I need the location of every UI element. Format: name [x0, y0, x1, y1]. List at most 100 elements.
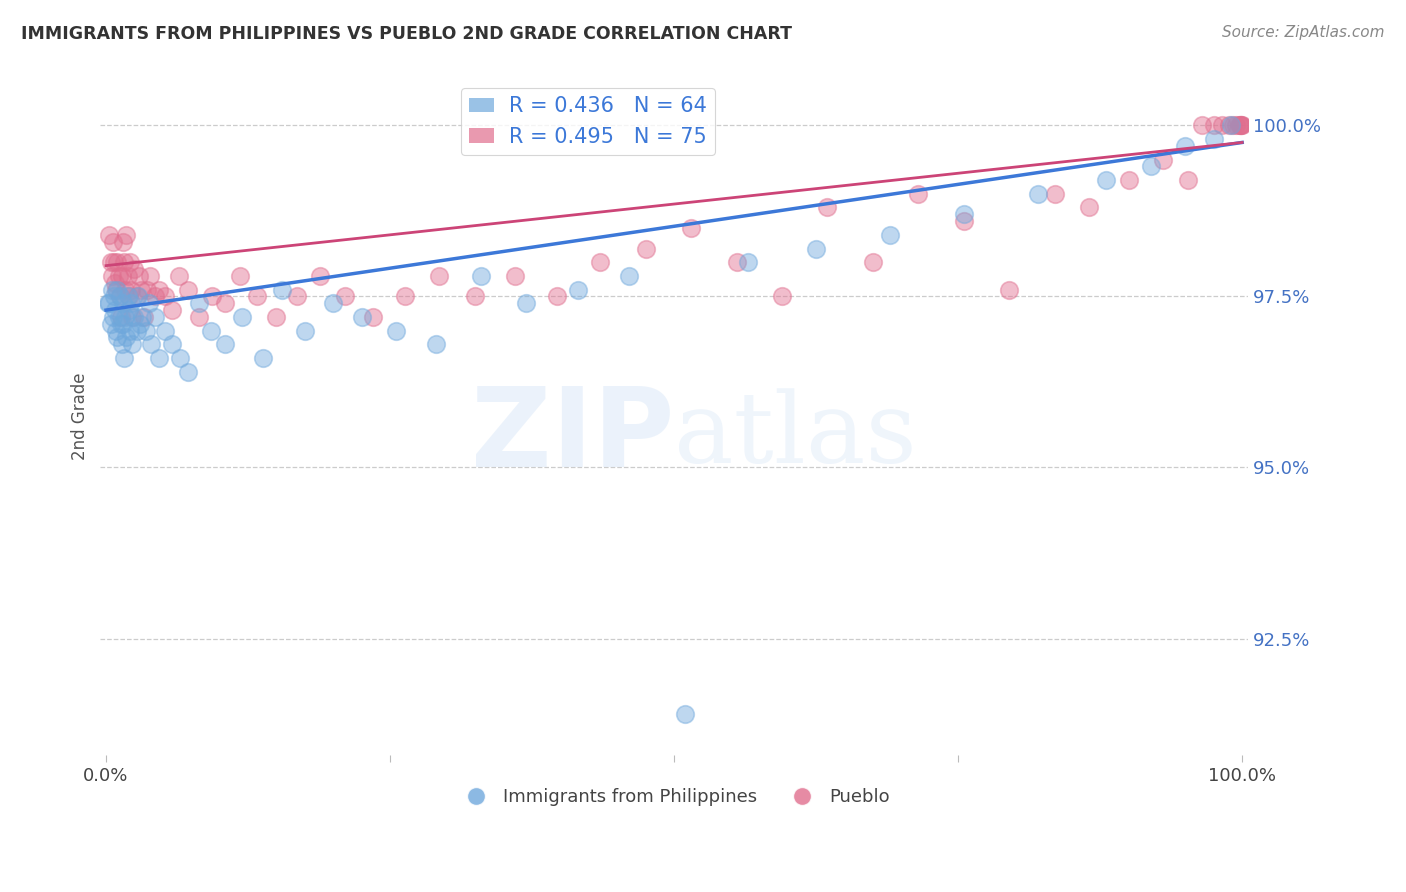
Point [117, 268, 139, 283]
Point [103, 255, 125, 269]
Point [1026, 186, 1049, 201]
Point [104, 276, 127, 290]
Point [1218, 119, 1240, 133]
Legend: Immigrants from Philippines, Pueblo: Immigrants from Philippines, Pueblo [451, 781, 897, 814]
Point [98, 296, 121, 310]
Point [675, 706, 697, 721]
Point [350, 310, 373, 324]
Point [1118, 173, 1140, 187]
Point [1174, 139, 1197, 153]
Point [1230, 119, 1253, 133]
Point [108, 289, 131, 303]
Point [169, 351, 191, 365]
Point [107, 310, 129, 324]
Y-axis label: 2nd Grade: 2nd Grade [72, 373, 89, 460]
Point [266, 310, 288, 324]
Point [177, 283, 200, 297]
Point [128, 268, 150, 283]
Point [1077, 201, 1099, 215]
Point [737, 255, 759, 269]
Point [503, 268, 526, 283]
Point [120, 283, 142, 297]
Point [1140, 160, 1163, 174]
Point [470, 268, 492, 283]
Point [725, 255, 748, 269]
Point [167, 268, 190, 283]
Point [427, 268, 450, 283]
Point [124, 262, 146, 277]
Point [271, 283, 294, 297]
Point [138, 296, 160, 310]
Point [214, 296, 236, 310]
Point [121, 337, 143, 351]
Point [143, 289, 166, 303]
Point [188, 296, 211, 310]
Point [124, 310, 146, 324]
Point [384, 324, 406, 338]
Point [998, 283, 1021, 297]
Point [952, 214, 974, 228]
Point [105, 255, 128, 269]
Point [1202, 132, 1225, 146]
Point [115, 330, 138, 344]
Point [1229, 119, 1251, 133]
Point [127, 289, 149, 303]
Point [139, 268, 162, 283]
Point [804, 242, 827, 256]
Point [252, 351, 274, 365]
Point [201, 289, 224, 303]
Point [129, 317, 152, 331]
Point [131, 310, 153, 324]
Point [129, 283, 152, 297]
Point [141, 337, 163, 351]
Point [681, 221, 703, 235]
Point [114, 310, 136, 324]
Text: IMMIGRANTS FROM PHILIPPINES VS PUEBLO 2ND GRADE CORRELATION CHART: IMMIGRANTS FROM PHILIPPINES VS PUEBLO 2N… [21, 25, 792, 43]
Point [214, 337, 236, 351]
Point [121, 310, 143, 324]
Point [112, 235, 135, 249]
Point [111, 337, 134, 351]
Point [112, 255, 135, 269]
Point [200, 324, 222, 338]
Point [333, 289, 356, 303]
Point [118, 289, 141, 303]
Point [879, 227, 901, 242]
Point [589, 255, 612, 269]
Point [110, 310, 132, 324]
Point [143, 310, 166, 324]
Point [105, 330, 128, 344]
Point [101, 235, 124, 249]
Point [634, 242, 657, 256]
Point [567, 283, 589, 297]
Point [103, 289, 125, 303]
Point [125, 289, 148, 303]
Text: atlas: atlas [673, 389, 917, 484]
Point [112, 351, 135, 365]
Point [1230, 119, 1253, 133]
Point [425, 337, 447, 351]
Point [231, 310, 253, 324]
Point [110, 317, 132, 331]
Point [107, 268, 129, 283]
Point [118, 324, 141, 338]
Point [100, 283, 122, 297]
Point [294, 324, 316, 338]
Point [112, 296, 135, 310]
Point [98, 227, 121, 242]
Point [135, 324, 157, 338]
Point [770, 289, 793, 303]
Point [1222, 119, 1244, 133]
Point [546, 289, 568, 303]
Point [1202, 119, 1225, 133]
Point [115, 227, 138, 242]
Point [105, 324, 128, 338]
Point [515, 296, 537, 310]
Point [125, 324, 148, 338]
Point [148, 351, 170, 365]
Point [1152, 153, 1174, 167]
Point [105, 283, 128, 297]
Point [322, 296, 344, 310]
Text: Source: ZipAtlas.com: Source: ZipAtlas.com [1222, 25, 1385, 40]
Point [464, 289, 486, 303]
